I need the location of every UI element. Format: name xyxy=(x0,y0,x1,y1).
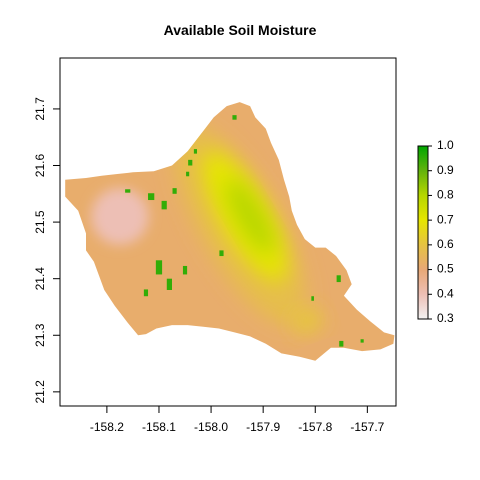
y-tick-label: 21.2 xyxy=(33,380,47,404)
legend-tick-label: 0.6 xyxy=(437,237,454,251)
high-moisture-patch xyxy=(360,339,364,343)
high-moisture-patch xyxy=(193,149,198,154)
high-moisture-patch xyxy=(148,193,155,201)
legend-tick-label: 0.7 xyxy=(437,212,454,226)
y-tick-label: 21.4 xyxy=(33,267,47,291)
moisture-zone xyxy=(292,309,323,334)
high-moisture-patch xyxy=(125,189,131,193)
high-moisture-patch xyxy=(219,250,224,257)
high-moisture-patch xyxy=(186,171,190,177)
high-moisture-patch xyxy=(311,296,314,301)
x-tick-label: -158.2 xyxy=(90,420,124,434)
y-tick-label: 21.3 xyxy=(33,323,47,347)
legend-tick-label: 0.5 xyxy=(437,262,454,276)
high-moisture-patch xyxy=(161,200,167,210)
legend-tick-label: 0.8 xyxy=(437,188,454,202)
x-axis: -158.2 -158.1 -158.0 -157.9 -157.8 -157.7 xyxy=(90,405,385,434)
high-moisture-patch xyxy=(336,275,341,283)
high-moisture-patch xyxy=(188,159,193,166)
raster-layer xyxy=(65,102,395,361)
y-tick-label: 21.6 xyxy=(33,154,47,178)
legend-tick-label: 1.0 xyxy=(437,138,454,152)
x-tick-label: -158.0 xyxy=(194,420,228,434)
high-moisture-patches xyxy=(125,115,364,347)
high-moisture-patch xyxy=(182,265,188,275)
x-tick-label: -158.1 xyxy=(142,420,176,434)
legend-frame xyxy=(417,145,429,320)
high-moisture-patch xyxy=(339,340,344,347)
moisture-zone xyxy=(226,179,275,254)
color-legend: 0.3 0.4 0.5 0.6 0.7 0.8 0.9 1.0 xyxy=(417,138,454,325)
legend-tick-label: 0.3 xyxy=(437,311,454,325)
x-tick-label: -157.7 xyxy=(350,420,384,434)
y-tick-label: 21.5 xyxy=(33,210,47,234)
moisture-zones xyxy=(91,124,323,334)
x-tick-label: -157.8 xyxy=(298,420,332,434)
legend-color-bar xyxy=(418,146,428,319)
y-axis: 21.2 21.3 21.4 21.5 21.6 21.7 xyxy=(33,97,61,404)
chart-title: Available Soil Moisture xyxy=(163,22,317,38)
legend-tick-label: 0.4 xyxy=(437,286,454,300)
high-moisture-patch xyxy=(172,188,177,194)
legend-tick-label: 0.9 xyxy=(437,163,454,177)
high-moisture-patch xyxy=(232,115,237,120)
high-moisture-patch xyxy=(166,278,172,290)
y-tick-label: 21.7 xyxy=(33,97,47,121)
high-moisture-patch xyxy=(143,289,149,297)
x-tick-label: -157.9 xyxy=(246,420,280,434)
high-moisture-patch xyxy=(155,260,163,275)
moisture-zone xyxy=(91,188,149,245)
